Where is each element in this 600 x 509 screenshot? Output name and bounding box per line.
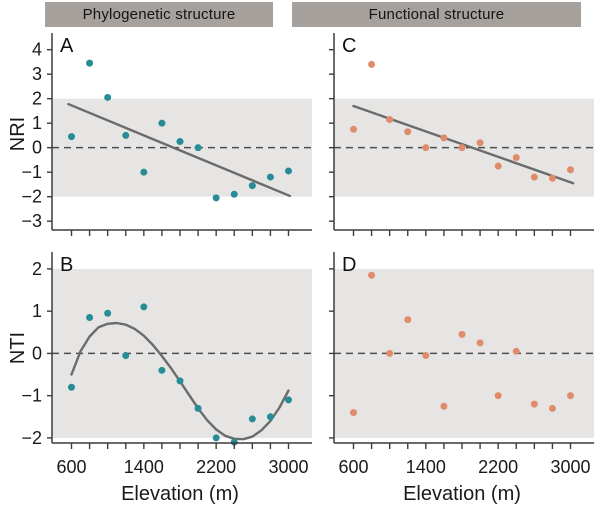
data-point-C-2400 bbox=[512, 153, 520, 161]
data-point-A-800 bbox=[86, 59, 94, 67]
data-point-A-2800 bbox=[266, 173, 274, 181]
y-ticks: 2 1 0 −1 −2 bbox=[21, 259, 52, 448]
y-axis-title-nri: NRI bbox=[7, 117, 29, 151]
panel-D: 600 1400 2200 3000 D bbox=[329, 252, 594, 477]
data-point-C-2800 bbox=[548, 174, 556, 182]
x-axis-title-left: Elevation (m) bbox=[121, 483, 239, 505]
data-point-A-2600 bbox=[248, 182, 256, 190]
data-point-C-800 bbox=[368, 60, 376, 68]
y-axis-title-nti: NTI bbox=[7, 332, 29, 364]
data-point-D-2000 bbox=[476, 339, 484, 347]
data-point-C-2000 bbox=[476, 139, 484, 147]
data-point-C-1000 bbox=[386, 115, 394, 123]
data-point-D-1000 bbox=[386, 349, 394, 357]
data-point-C-1800 bbox=[458, 144, 466, 152]
data-point-B-2800 bbox=[266, 413, 274, 421]
data-point-D-1400 bbox=[422, 352, 430, 360]
data-point-A-2400 bbox=[230, 190, 238, 198]
data-point-D-2600 bbox=[530, 400, 538, 408]
data-point-D-1600 bbox=[440, 402, 448, 410]
data-point-C-1600 bbox=[440, 134, 448, 142]
data-point-D-1800 bbox=[458, 330, 466, 338]
panel-label-B: B bbox=[60, 254, 73, 276]
panel-label-C: C bbox=[342, 35, 356, 57]
y-ticks: 4 3 2 1 0 −1 −2 −3 bbox=[21, 40, 52, 231]
y-tick-label: 2 bbox=[32, 89, 42, 109]
y-tick-label: 3 bbox=[32, 64, 42, 84]
x-tick-label: 1400 bbox=[124, 457, 164, 477]
x-tick-label: 600 bbox=[56, 457, 86, 477]
data-point-D-800 bbox=[368, 271, 376, 279]
data-point-D-600 bbox=[350, 409, 357, 417]
data-point-A-600 bbox=[68, 133, 75, 141]
data-point-C-1200 bbox=[404, 128, 412, 136]
x-tick-label: 1400 bbox=[406, 457, 446, 477]
data-point-B-1800 bbox=[176, 377, 184, 385]
data-point-A-1000 bbox=[104, 93, 112, 101]
data-point-C-2200 bbox=[494, 162, 502, 170]
data-point-B-2000 bbox=[194, 404, 202, 412]
data-point-A-2000 bbox=[194, 144, 202, 152]
data-point-B-1600 bbox=[158, 366, 166, 374]
x-tick-label: 2200 bbox=[478, 457, 518, 477]
panel-label-D: D bbox=[342, 254, 356, 276]
panels-group: 4 3 2 1 0 −1 −2 −3 A C 2 1 0 −1 −2 600 1400 2200 3000 B 600 1… bbox=[21, 33, 594, 477]
x-ticks bbox=[352, 230, 572, 236]
data-point-B-600 bbox=[68, 383, 75, 391]
data-point-D-1200 bbox=[404, 316, 412, 324]
data-point-B-1400 bbox=[140, 303, 148, 311]
y-tick-label: −1 bbox=[21, 386, 42, 406]
column-header-phylogenetic: Phylogenetic structure bbox=[45, 2, 273, 27]
y-tick-label: 0 bbox=[32, 343, 42, 363]
y-ticks bbox=[329, 48, 334, 222]
data-point-B-2400 bbox=[230, 438, 238, 446]
data-point-C-600 bbox=[350, 125, 357, 133]
y-tick-label: 1 bbox=[32, 113, 42, 133]
data-point-B-2200 bbox=[212, 434, 220, 442]
data-point-C-3000 bbox=[567, 166, 574, 174]
y-tick-label: −1 bbox=[21, 162, 42, 182]
data-point-B-1200 bbox=[122, 352, 130, 360]
data-point-C-1400 bbox=[422, 144, 430, 152]
data-point-D-2400 bbox=[512, 347, 520, 355]
data-point-A-1400 bbox=[140, 168, 148, 176]
x-tick-label: 3000 bbox=[268, 457, 308, 477]
y-tick-label: 2 bbox=[32, 259, 42, 279]
data-point-D-3000 bbox=[567, 392, 574, 400]
column-header-functional: Functional structure bbox=[292, 2, 581, 27]
x-tick-label: 2200 bbox=[196, 457, 236, 477]
data-point-D-2800 bbox=[548, 404, 556, 412]
data-point-B-3000 bbox=[285, 396, 292, 404]
panel-B: 2 1 0 −1 −2 600 1400 2200 3000 B bbox=[21, 252, 312, 477]
data-point-A-1600 bbox=[158, 119, 166, 127]
data-point-B-2600 bbox=[248, 415, 256, 423]
data-point-A-1800 bbox=[176, 138, 184, 146]
x-ticks bbox=[70, 230, 290, 236]
data-point-C-2600 bbox=[530, 173, 538, 181]
panel-A: 4 3 2 1 0 −1 −2 −3 A bbox=[21, 33, 312, 236]
data-point-A-2200 bbox=[212, 194, 220, 202]
y-tick-label: −2 bbox=[21, 428, 42, 448]
regression-line bbox=[67, 102, 292, 198]
y-tick-label: 0 bbox=[32, 138, 42, 158]
x-ticks: 600 1400 2200 3000 bbox=[56, 443, 309, 477]
y-tick-label: 1 bbox=[32, 301, 42, 321]
data-point-D-2200 bbox=[494, 392, 502, 400]
panel-C: C bbox=[329, 33, 594, 236]
x-tick-label: 3000 bbox=[550, 457, 590, 477]
x-ticks: 600 1400 2200 3000 bbox=[338, 443, 591, 477]
data-point-B-1000 bbox=[104, 309, 112, 317]
x-tick-label: 600 bbox=[338, 457, 368, 477]
y-tick-label: −2 bbox=[21, 187, 42, 207]
data-point-A-1200 bbox=[122, 131, 130, 139]
data-point-A-3000 bbox=[285, 167, 292, 175]
y-tick-label: 4 bbox=[32, 40, 42, 60]
x-axis-title-right: Elevation (m) bbox=[403, 483, 521, 505]
data-point-B-800 bbox=[86, 313, 94, 321]
panel-label-A: A bbox=[60, 35, 74, 57]
y-ticks bbox=[329, 268, 334, 439]
y-tick-label: −3 bbox=[21, 211, 42, 231]
